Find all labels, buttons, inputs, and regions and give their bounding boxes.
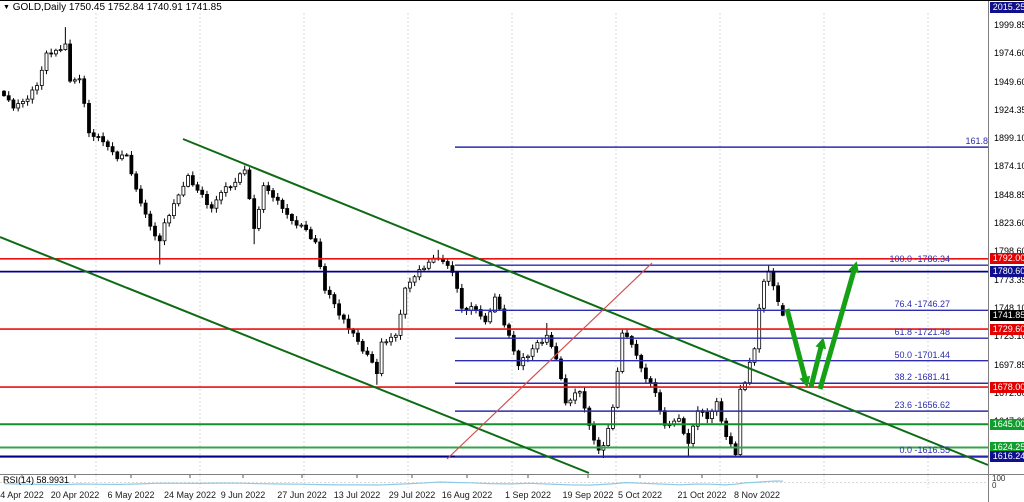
trendline-channel-lower	[0, 236, 590, 474]
arrowhead-down-leg	[799, 375, 811, 388]
trendline-channel-upper	[182, 138, 989, 466]
arrow-down-leg	[784, 308, 809, 383]
rsi-line	[3, 480, 784, 486]
candlestick-series	[2, 27, 785, 458]
arrowhead-up-long	[848, 261, 859, 274]
arrow-up-long	[817, 266, 858, 390]
arrowhead-up-short	[815, 337, 827, 350]
arrow-up-short	[808, 342, 825, 388]
trendline-rising-red	[446, 262, 653, 460]
